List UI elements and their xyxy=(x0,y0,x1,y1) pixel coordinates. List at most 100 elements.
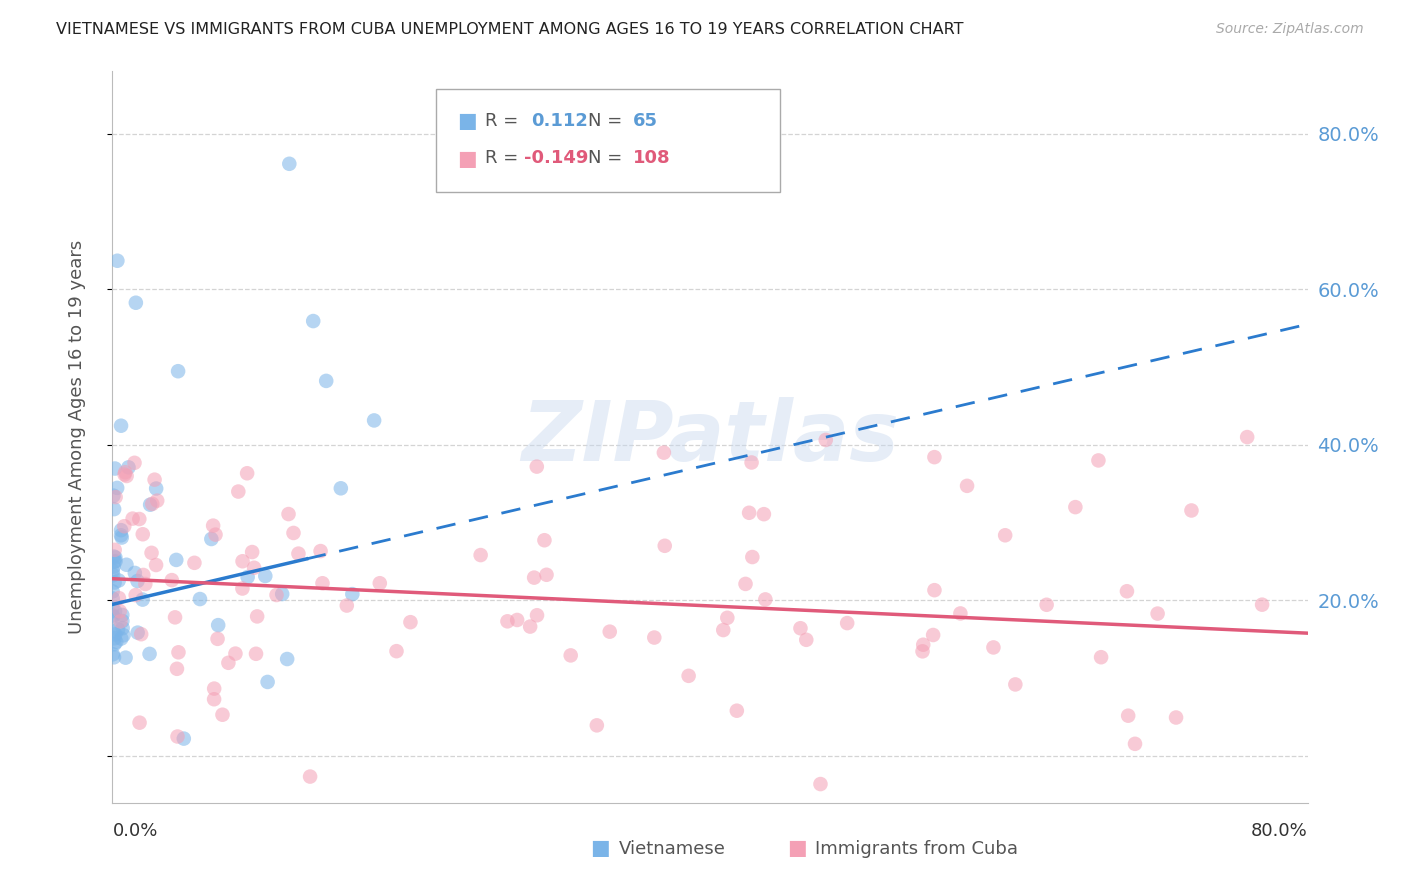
Text: ■: ■ xyxy=(787,838,807,858)
Point xyxy=(536,567,558,582)
Point xyxy=(309,544,332,558)
Point xyxy=(254,569,277,583)
Point xyxy=(104,490,127,504)
Point xyxy=(236,570,259,584)
Point xyxy=(342,587,364,601)
Point xyxy=(105,481,128,495)
Point xyxy=(104,542,127,557)
Text: N =: N = xyxy=(588,149,627,167)
Point xyxy=(523,571,546,585)
Point xyxy=(132,568,155,582)
Point xyxy=(256,675,278,690)
Point xyxy=(470,548,492,562)
Point xyxy=(949,607,972,621)
Point xyxy=(114,650,136,665)
Point xyxy=(128,512,150,526)
Point xyxy=(924,583,946,598)
Point xyxy=(277,507,299,521)
Point xyxy=(994,528,1017,542)
Text: Immigrants from Cuba: Immigrants from Cuba xyxy=(815,840,1018,858)
Point xyxy=(560,648,582,663)
Point xyxy=(104,461,127,475)
Point xyxy=(138,647,160,661)
Point xyxy=(276,652,298,666)
Point xyxy=(752,507,775,521)
Point xyxy=(1087,453,1109,467)
Point xyxy=(329,481,352,495)
Point xyxy=(912,638,935,652)
Point xyxy=(101,564,124,578)
Y-axis label: Unemployment Among Ages 16 to 19 years: Unemployment Among Ages 16 to 19 years xyxy=(67,240,86,634)
Point xyxy=(101,601,124,615)
Point xyxy=(114,467,136,482)
Point xyxy=(129,627,152,641)
Point xyxy=(111,531,134,545)
Text: R =: R = xyxy=(485,112,524,129)
Point xyxy=(121,511,143,525)
Point xyxy=(368,576,391,591)
Point xyxy=(139,498,162,512)
Point xyxy=(506,613,529,627)
Text: 80.0%: 80.0% xyxy=(1251,822,1308,840)
Point xyxy=(117,460,139,475)
Point xyxy=(1146,607,1168,621)
Point xyxy=(101,584,124,599)
Point xyxy=(111,621,134,635)
Point xyxy=(738,506,761,520)
Point xyxy=(734,577,756,591)
Point xyxy=(232,554,254,568)
Point xyxy=(226,484,249,499)
Point xyxy=(103,624,125,639)
Point xyxy=(924,450,946,464)
Point xyxy=(103,502,125,516)
Point xyxy=(810,777,832,791)
Point xyxy=(716,611,738,625)
Point xyxy=(231,582,253,596)
Point xyxy=(1035,598,1057,612)
Point xyxy=(141,497,163,511)
Point xyxy=(652,445,675,459)
Point xyxy=(110,528,132,542)
Point xyxy=(363,413,385,427)
Point xyxy=(1123,737,1146,751)
Point xyxy=(110,418,132,433)
Point xyxy=(183,556,205,570)
Point xyxy=(143,473,166,487)
Point xyxy=(115,469,138,483)
Point xyxy=(794,632,817,647)
Point xyxy=(224,647,246,661)
Point xyxy=(399,615,422,630)
Point xyxy=(1116,708,1139,723)
Point xyxy=(287,547,309,561)
Point xyxy=(1236,430,1258,444)
Point xyxy=(114,465,136,479)
Point xyxy=(922,628,945,642)
Text: Source: ZipAtlas.com: Source: ZipAtlas.com xyxy=(1216,22,1364,37)
Point xyxy=(236,467,259,481)
Point xyxy=(1164,710,1187,724)
Point xyxy=(911,644,934,658)
Point xyxy=(837,616,859,631)
Point xyxy=(104,627,127,641)
Point xyxy=(202,692,225,706)
Point xyxy=(741,455,763,469)
Text: VIETNAMESE VS IMMIGRANTS FROM CUBA UNEMPLOYMENT AMONG AGES 16 TO 19 YEARS CORREL: VIETNAMESE VS IMMIGRANTS FROM CUBA UNEMP… xyxy=(56,22,963,37)
Text: ZIPatlas: ZIPatlas xyxy=(522,397,898,477)
Point xyxy=(163,610,186,624)
Point xyxy=(496,615,519,629)
Point xyxy=(103,650,125,665)
Point xyxy=(110,615,132,629)
Point xyxy=(246,609,269,624)
Point xyxy=(167,645,190,659)
Point xyxy=(283,525,305,540)
Point xyxy=(145,558,167,572)
Text: 0.0%: 0.0% xyxy=(112,822,157,840)
Point xyxy=(128,715,150,730)
Point xyxy=(711,623,734,637)
Point xyxy=(111,607,134,622)
Point xyxy=(211,707,233,722)
Point xyxy=(103,549,125,564)
Point xyxy=(141,546,163,560)
Point xyxy=(108,604,131,618)
Text: 0.112: 0.112 xyxy=(531,112,588,129)
